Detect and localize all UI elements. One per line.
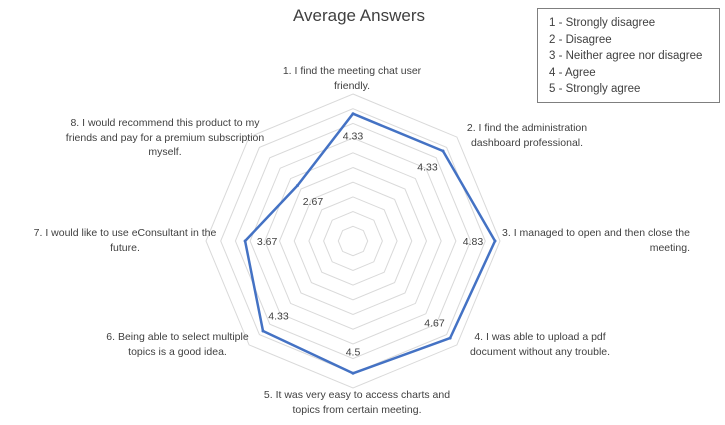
legend-item-4: 4 - Agree xyxy=(549,66,596,79)
data-label-5: 4.5 xyxy=(346,346,361,358)
data-label-3: 4.83 xyxy=(463,236,484,248)
data-label-4: 4.67 xyxy=(424,318,445,330)
category-label-5: 5. It was very easy to access charts and… xyxy=(263,389,451,416)
grid-ring-5 xyxy=(278,166,428,316)
data-label-1: 4.33 xyxy=(343,131,364,143)
grid-ring-8 xyxy=(234,122,472,360)
data-point-8 xyxy=(296,184,299,187)
category-label-4: 4. I was able to upload a pdf document w… xyxy=(469,331,611,358)
data-point-5 xyxy=(351,371,355,375)
chart-title: Average Answers xyxy=(293,6,425,25)
category-label-3: 3. I managed to open and then close the … xyxy=(502,227,690,254)
data-label-2: 4.33 xyxy=(417,162,438,174)
legend-item-3: 3 - Neither agree nor disagree xyxy=(549,50,703,62)
data-point-4 xyxy=(448,336,452,340)
data-label-7: 3.67 xyxy=(257,236,278,248)
legend-item-2: 2 - Disagree xyxy=(549,33,612,46)
data-point-7 xyxy=(243,239,247,243)
data-point-3 xyxy=(493,239,497,243)
data-point-6 xyxy=(261,329,265,333)
grid-ring-3 xyxy=(308,196,398,286)
category-label-6: 6. Being able to select multiple topics … xyxy=(106,331,249,358)
data-point-2 xyxy=(441,149,445,153)
grid-ring-4 xyxy=(293,181,413,301)
grid-ring-1 xyxy=(337,225,369,257)
category-label-8: 8. I would recommend this product to my … xyxy=(65,117,265,158)
grid-ring-2 xyxy=(323,211,383,271)
legend-item-1: 1 - Strongly disagree xyxy=(549,17,656,29)
category-label-1: 1. I find the meeting chat user friendly… xyxy=(282,65,422,92)
grid-ring-7 xyxy=(249,137,457,345)
data-label-8: 2.67 xyxy=(303,196,324,208)
grid-ring-6 xyxy=(264,152,442,330)
legend-item-5: 5 - Strongly agree xyxy=(549,83,641,95)
category-label-7: 7. I would like to use eConsultant in th… xyxy=(33,227,217,254)
category-label-2: 2. I find the administration dashboard p… xyxy=(466,122,588,149)
grid-ring-10 xyxy=(205,93,501,389)
data-point-1 xyxy=(351,112,355,116)
legend: 1 - Strongly disagree 2 - Disagree 3 - N… xyxy=(537,8,720,103)
data-label-6: 4.33 xyxy=(268,311,289,323)
